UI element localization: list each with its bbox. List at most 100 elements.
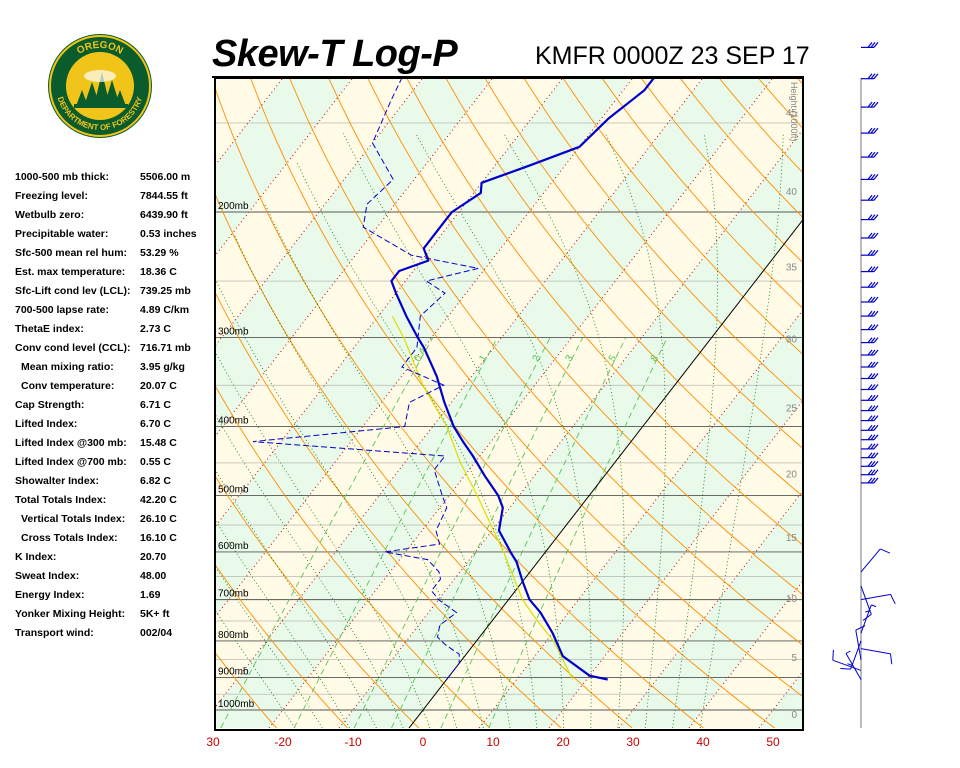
- dry-adiabat: [215, 475, 420, 729]
- index-row: Transport wind: 002/04: [15, 624, 215, 643]
- barb-flag: [870, 249, 876, 256]
- barb-flag: [867, 296, 873, 303]
- wind-barb: [860, 604, 877, 634]
- dry-adiabat: [562, 78, 803, 356]
- parcel-trace-line: [391, 315, 574, 680]
- barb-flag: [867, 394, 873, 401]
- barb-flag: [867, 73, 873, 80]
- upper-wind-barb: [861, 232, 879, 239]
- barb-flag: [870, 310, 876, 317]
- index-row: Mean mixing ratio: 3.95 g/kg: [15, 358, 215, 377]
- index-label: Sfc-Lift cond lev (LCL):: [15, 285, 131, 297]
- wind-barb: [832, 649, 862, 671]
- pressure-label: 1000mb: [218, 699, 255, 710]
- index-row: K Index: 20.70: [15, 548, 215, 567]
- barb-flag: [845, 650, 851, 654]
- dry-adiabat: [367, 78, 803, 596]
- x-tick-label: 10: [486, 735, 500, 749]
- barb-staff: [860, 548, 881, 573]
- pressure-label: 500mb: [218, 485, 249, 496]
- barb-flag: [873, 151, 879, 158]
- index-value: 15.48 C: [140, 437, 177, 449]
- barb-flag: [873, 194, 879, 201]
- temperature-band: [549, 400, 803, 728]
- upper-wind-barb: [861, 101, 879, 108]
- index-row: Precipitable water: 0.53 inches: [15, 225, 215, 244]
- barb-flag: [870, 214, 876, 220]
- upper-wind-barb: [861, 349, 879, 356]
- barb-flag: [870, 460, 876, 467]
- index-row: ThetaE index: 2.73 C: [15, 320, 215, 339]
- wind-barb: [840, 640, 862, 670]
- index-value: 16.10 C: [140, 532, 177, 544]
- barb-flag: [865, 610, 871, 613]
- index-label: Cross Totals Index:: [21, 532, 118, 544]
- barb-flag: [873, 101, 879, 108]
- index-value: 002/04: [140, 627, 173, 639]
- upper-wind-barb: [861, 266, 879, 273]
- x-tick-label: 50: [766, 735, 780, 749]
- barb-flag: [862, 613, 872, 621]
- mixing-ratio-line: [488, 337, 668, 729]
- index-label: Conv temperature:: [21, 380, 115, 392]
- barb-flag: [873, 174, 879, 180]
- barb-flag: [867, 214, 873, 220]
- index-value: 0.55 C: [140, 456, 171, 468]
- index-row: Energy Index: 1.69: [15, 586, 215, 605]
- index-value: 48.00: [140, 570, 167, 582]
- barb-flag: [867, 194, 873, 201]
- upper-wind-barb: [861, 434, 879, 441]
- barb-flag: [867, 249, 873, 256]
- upper-wind-barb: [861, 415, 879, 422]
- barb-staff: [855, 630, 862, 660]
- index-label: Lifted Index:: [15, 418, 78, 430]
- barb-flag: [873, 415, 879, 421]
- pressure-label: 300mb: [218, 326, 249, 337]
- index-value: 20.07 C: [140, 380, 177, 392]
- x-tick-label: 20: [556, 735, 570, 749]
- index-value: 7844.55 ft: [140, 190, 188, 202]
- index-value: 1.69: [140, 589, 161, 601]
- dry-adiabat: [215, 384, 491, 729]
- barb-staff: [850, 640, 862, 670]
- height-tick-label: 15: [786, 533, 798, 544]
- index-label: Cap Strength:: [15, 399, 85, 411]
- index-label: Showalter Index:: [15, 475, 100, 487]
- barb-flag: [867, 477, 873, 484]
- index-label: 700-500 lapse rate:: [15, 304, 109, 316]
- barb-staff: [860, 585, 872, 615]
- pressure-label: 900mb: [218, 666, 249, 677]
- temperature-band: [269, 78, 803, 728]
- index-row: Showalter Index: 6.82 C: [15, 472, 215, 491]
- barb-flag: [867, 174, 873, 180]
- isotherm-line: [548, 399, 803, 729]
- barb-flag: [873, 296, 879, 303]
- barb-flag: [870, 434, 876, 441]
- barb-flag: [870, 174, 876, 180]
- x-axis-labels: 30 -20 -10 0 10 20 30 40 50: [206, 735, 780, 749]
- temperature-band: [619, 490, 803, 728]
- isotherm-line: [618, 489, 803, 729]
- barb-flag: [867, 424, 873, 431]
- height-tick-label: 40: [786, 187, 798, 198]
- upper-wind-barb: [861, 361, 879, 368]
- pressure-label: 800mb: [218, 630, 249, 641]
- upper-wind-barb: [861, 452, 879, 459]
- barb-flag: [873, 405, 879, 411]
- upper-wind-barb: [861, 281, 879, 288]
- barb-flag: [870, 151, 876, 158]
- moist-adiabat: [233, 234, 484, 729]
- dry-adiabat: [215, 563, 348, 729]
- barb-flag: [873, 452, 879, 459]
- dewpoint-profile-line: [252, 78, 479, 680]
- barb-flag: [867, 310, 873, 317]
- barb-flag: [870, 296, 876, 303]
- index-label: Energy Index:: [15, 589, 85, 601]
- barb-flag: [870, 42, 876, 48]
- dry-adiabat: [523, 78, 803, 402]
- barb-flag: [880, 548, 891, 554]
- temperature-band: [759, 671, 803, 728]
- mixing-ratio-line: [391, 337, 584, 729]
- barb-flag: [870, 73, 876, 80]
- barb-flag: [890, 594, 896, 605]
